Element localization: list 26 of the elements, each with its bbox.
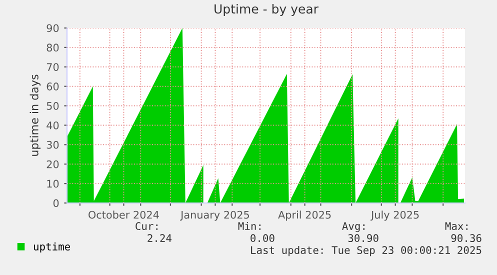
text: 30.90 bbox=[348, 234, 378, 242]
y-axis-title: uptime in days bbox=[30, 74, 41, 156]
text: Cur: bbox=[136, 222, 158, 230]
text: 0.00 bbox=[250, 234, 274, 242]
text: Min: bbox=[238, 222, 260, 230]
x-tick-label: January 2025 bbox=[180, 210, 249, 221]
y-tick-label: 60 bbox=[46, 82, 59, 90]
y-tick-label: 20 bbox=[46, 160, 59, 168]
x-tick-label: October 2024 bbox=[88, 210, 159, 219]
y-tick-label: 0 bbox=[53, 199, 59, 208]
x-tick-label: April 2025 bbox=[278, 210, 331, 221]
y-tick-label: 50 bbox=[46, 102, 59, 110]
y-tick-label: 10 bbox=[47, 180, 59, 188]
y-tick-label: 40 bbox=[46, 121, 59, 130]
text: 2.24 bbox=[148, 234, 172, 242]
y-tick-label: 80 bbox=[46, 44, 59, 52]
y-tick-label: 30 bbox=[46, 140, 59, 149]
y-tick-label: 70 bbox=[46, 63, 59, 71]
y-tick-label: 90 bbox=[46, 24, 59, 32]
text: 90.36 bbox=[451, 234, 482, 242]
text: Avg: bbox=[342, 222, 364, 232]
chart-title: Uptime - by year bbox=[214, 4, 318, 16]
text: Max: bbox=[445, 222, 468, 230]
legend-label: uptime bbox=[34, 242, 70, 253]
x-tick-label: July 2025 bbox=[370, 210, 419, 221]
text: Last update: Tue Sep 23 00:00:21 2025 bbox=[251, 246, 482, 256]
